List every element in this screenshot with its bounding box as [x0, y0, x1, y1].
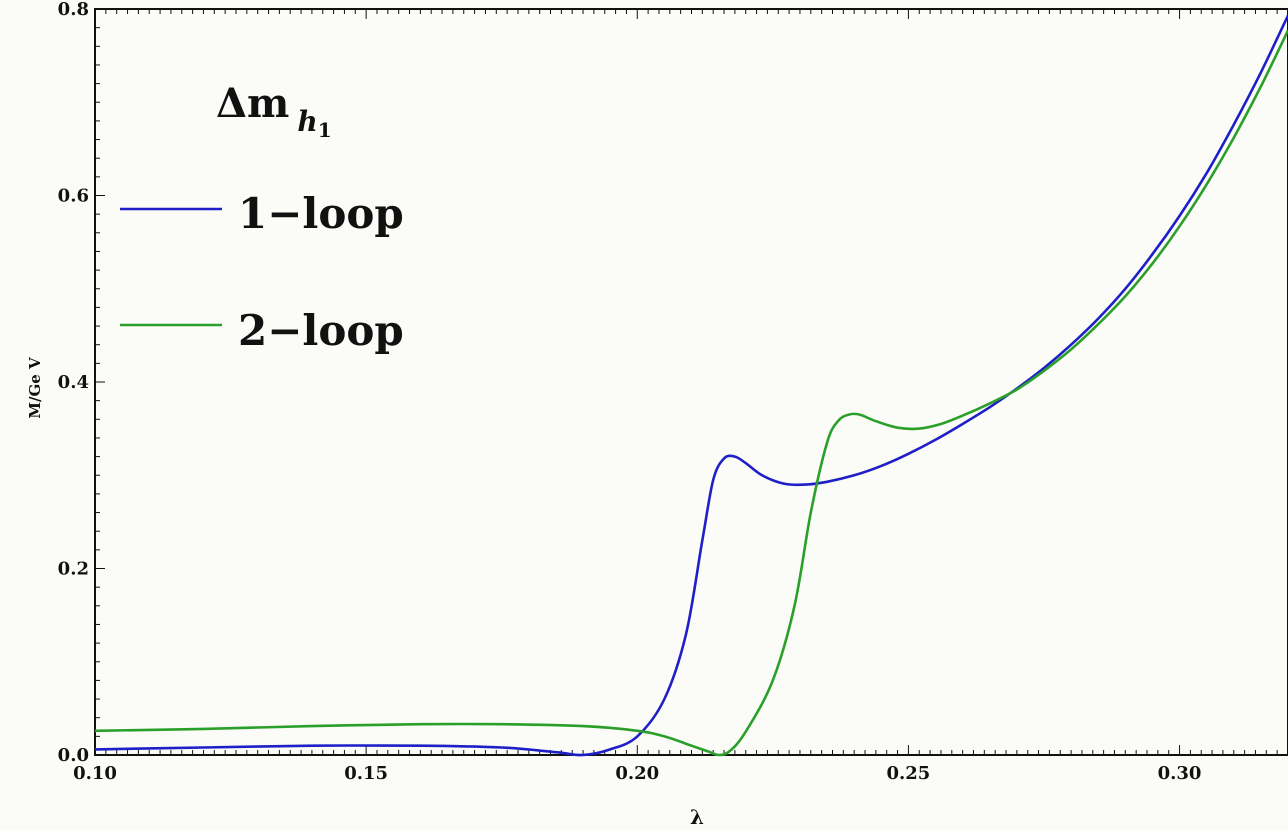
- legend-label-1loop: 1−loop: [238, 189, 404, 238]
- legend-title-main: Δm: [216, 80, 289, 127]
- y-tick-label: 0.0: [58, 745, 89, 766]
- y-axis-label: M/Ge V: [26, 357, 44, 419]
- x-tick-label: 0.30: [1158, 763, 1202, 784]
- y-tick-label: 0.8: [58, 0, 89, 20]
- axes: 0.10 0.15 0.20 0.25 0.30 0.0 0.2 0.4 0.6 0.8: [58, 0, 1288, 784]
- y-tick-label: 0.4: [58, 372, 89, 393]
- y-tick-label: 0.6: [58, 186, 89, 207]
- x-tick-label: 0.10: [73, 763, 117, 784]
- series-line-2loop: [94, 29, 1288, 757]
- y-tick-label: 0.2: [58, 559, 89, 580]
- x-tick-label: 0.15: [344, 763, 388, 784]
- legend: Δm h1 1−loop 2−loop: [120, 80, 404, 355]
- x-tick-label: 0.20: [615, 763, 659, 784]
- series-layer: [94, 14, 1288, 757]
- legend-title-sub: h: [297, 105, 317, 138]
- x-tick-label: 0.25: [886, 763, 930, 784]
- legend-title-subsub: 1: [318, 118, 332, 142]
- x-axis-label: λ: [690, 805, 704, 829]
- series-line-1loop: [94, 14, 1288, 757]
- legend-title: Δm h1: [216, 80, 332, 142]
- legend-label-2loop: 2−loop: [238, 306, 404, 355]
